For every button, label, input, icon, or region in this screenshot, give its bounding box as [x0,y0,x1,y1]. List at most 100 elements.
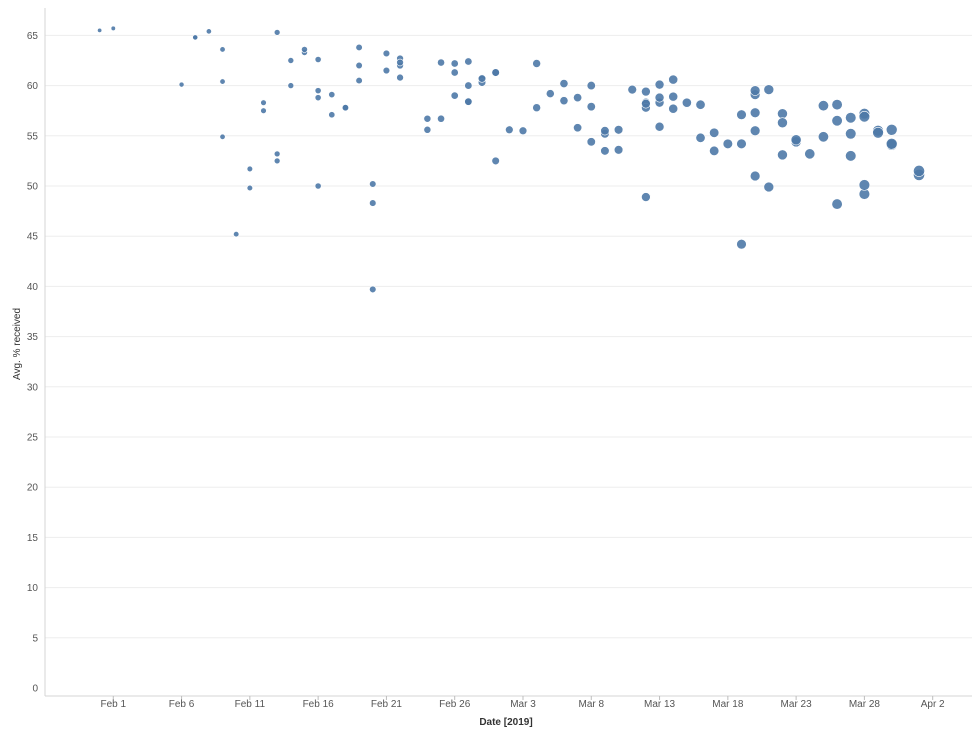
data-point[interactable] [872,127,884,139]
data-point[interactable] [749,125,761,137]
data-point[interactable] [396,58,404,67]
data-point[interactable] [749,170,761,182]
data-point[interactable] [695,132,706,143]
data-point[interactable] [355,61,363,70]
data-point[interactable] [328,91,336,99]
data-point[interactable] [831,115,843,127]
data-point[interactable] [913,165,925,177]
data-point[interactable] [396,73,404,82]
data-point[interactable] [314,56,322,63]
data-point[interactable] [246,184,253,192]
data-point[interactable] [491,68,500,77]
data-point[interactable] [559,96,569,106]
data-point[interactable] [205,28,212,35]
data-point[interactable] [586,137,596,147]
data-point[interactable] [749,107,761,118]
data-point[interactable] [845,150,857,162]
data-point[interactable] [831,99,843,111]
data-point[interactable] [314,94,322,102]
data-point[interactable] [681,97,692,108]
data-point[interactable] [641,192,651,202]
data-point[interactable] [382,49,391,58]
data-point[interactable] [586,81,596,91]
data-point[interactable] [219,46,226,53]
data-point[interactable] [273,29,281,36]
data-point[interactable] [178,81,185,88]
data-point[interactable] [246,165,253,173]
data-point[interactable] [858,179,871,191]
data-point[interactable] [627,84,637,95]
data-point[interactable] [573,93,583,103]
data-point[interactable] [736,109,747,120]
data-point[interactable] [110,25,116,31]
data-point[interactable] [709,127,720,138]
data-point[interactable] [260,99,267,106]
data-point[interactable] [287,57,295,64]
data-point[interactable] [341,104,349,112]
data-point[interactable] [464,97,473,106]
data-point[interactable] [355,43,363,52]
data-point[interactable] [817,100,829,112]
data-point[interactable] [545,89,555,99]
data-point[interactable] [450,59,459,68]
data-point[interactable] [668,91,679,102]
data-point[interactable] [763,181,775,193]
data-point[interactable] [491,156,500,166]
data-point[interactable] [287,82,295,89]
data-point[interactable] [668,103,679,114]
data-point[interactable] [464,57,473,66]
data-point[interactable] [763,84,775,95]
data-point[interactable] [464,81,473,90]
data-point[interactable] [586,102,596,112]
data-point[interactable] [314,87,322,95]
data-point[interactable] [777,108,788,120]
data-point[interactable] [736,138,747,149]
data-point[interactable] [600,126,610,136]
data-point[interactable] [845,112,857,124]
data-point[interactable] [654,92,665,103]
data-point[interactable] [477,74,487,83]
data-point[interactable] [192,34,199,41]
data-point[interactable] [505,125,514,134]
data-point[interactable] [736,239,747,250]
data-point[interactable] [695,99,706,110]
data-point[interactable] [369,180,377,188]
data-point[interactable] [817,131,829,143]
data-point[interactable] [97,27,103,33]
data-point[interactable] [423,125,432,134]
data-point[interactable] [233,231,240,238]
data-point[interactable] [328,111,336,119]
data-point[interactable] [423,114,432,123]
data-point[interactable] [858,111,871,123]
data-point[interactable] [369,285,377,294]
data-point[interactable] [301,46,308,53]
data-point[interactable] [654,79,665,90]
data-point[interactable] [885,123,898,136]
data-point[interactable] [654,121,665,132]
data-point[interactable] [641,86,651,97]
data-point[interactable] [273,150,281,158]
data-point[interactable] [518,126,528,136]
data-point[interactable] [273,157,281,165]
data-point[interactable] [641,98,651,109]
data-point[interactable] [450,68,459,77]
data-point[interactable] [777,149,788,161]
data-point[interactable] [668,74,679,85]
data-point[interactable] [831,198,843,210]
data-point[interactable] [613,125,624,135]
data-point[interactable] [559,79,569,89]
data-point[interactable] [709,145,720,156]
data-point[interactable] [790,134,802,146]
data-point[interactable] [777,117,788,129]
data-point[interactable] [382,66,391,75]
data-point[interactable] [885,138,898,150]
data-point[interactable] [437,58,445,67]
data-point[interactable] [355,77,363,85]
data-point[interactable] [369,199,377,207]
data-point[interactable] [600,146,610,156]
data-point[interactable] [219,78,226,85]
data-point[interactable] [722,138,733,149]
data-point[interactable] [532,103,541,113]
data-point[interactable] [260,107,267,114]
data-point[interactable] [450,91,459,100]
